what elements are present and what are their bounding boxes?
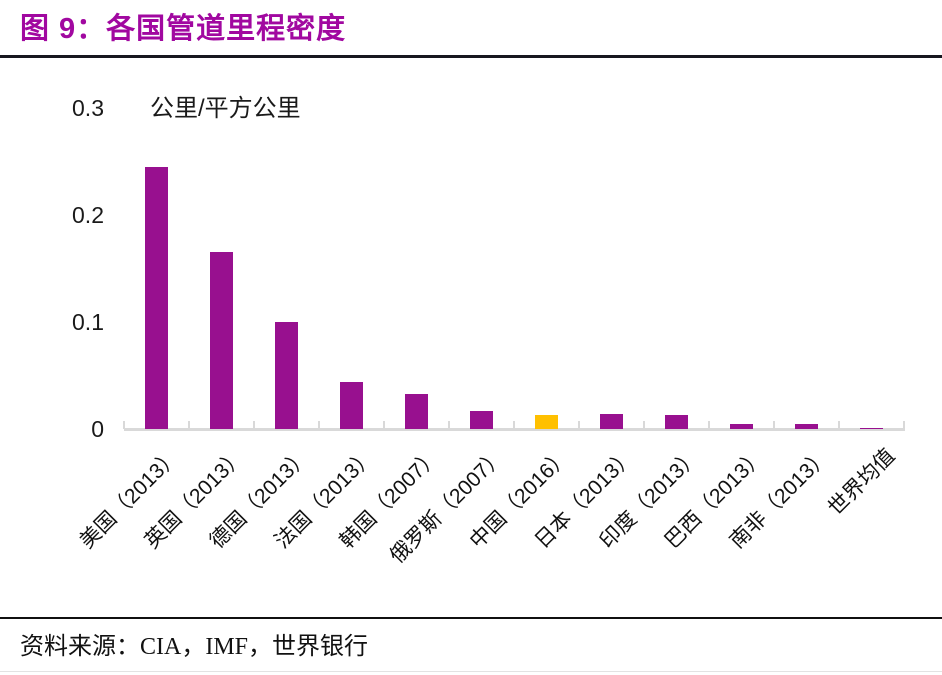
bar-1 (210, 252, 233, 429)
bar-5 (470, 410, 493, 429)
x-axis-tick (383, 421, 385, 429)
x-axis-tick (448, 421, 450, 429)
bar-9 (730, 423, 753, 429)
bar-7 (600, 414, 623, 429)
x-axis-tick (838, 421, 840, 429)
bar-4 (405, 393, 428, 429)
x-label-5: 俄罗斯（2007） (385, 444, 510, 568)
footer-divider (0, 617, 942, 619)
bar-2 (275, 322, 298, 429)
bar-10 (795, 423, 818, 429)
x-axis-tick (578, 421, 580, 429)
title-divider (0, 55, 942, 58)
bottom-border (0, 671, 942, 672)
x-axis-tick (318, 421, 320, 429)
source-note: 资料来源：CIA，IMF，世界银行 (20, 634, 369, 660)
y-axis-unit-label: 公里/平方公里 (150, 95, 301, 122)
y-tick-label-0.3: 0.3 (72, 95, 104, 121)
bar-11 (860, 427, 883, 429)
x-axis-tick (188, 421, 190, 429)
x-axis-tick (513, 421, 515, 429)
x-label-11: 世界均值 (823, 444, 900, 520)
x-axis-tick (253, 421, 255, 429)
bar-0 (145, 166, 168, 429)
figure-title: 图 9：各国管道里程密度 (20, 13, 347, 45)
x-axis-tick (123, 421, 125, 429)
bar-3 (340, 381, 363, 429)
bar-8 (665, 415, 688, 429)
x-axis-line (124, 428, 905, 431)
x-axis-tick (773, 421, 775, 429)
x-axis-tick (903, 421, 905, 429)
y-tick-label-0.1: 0.1 (72, 309, 104, 335)
y-tick-label-0: 0 (91, 416, 104, 442)
x-axis-tick (643, 421, 645, 429)
y-tick-label-0.2: 0.2 (72, 202, 104, 228)
bar-6 (535, 415, 558, 429)
x-axis-tick (708, 421, 710, 429)
